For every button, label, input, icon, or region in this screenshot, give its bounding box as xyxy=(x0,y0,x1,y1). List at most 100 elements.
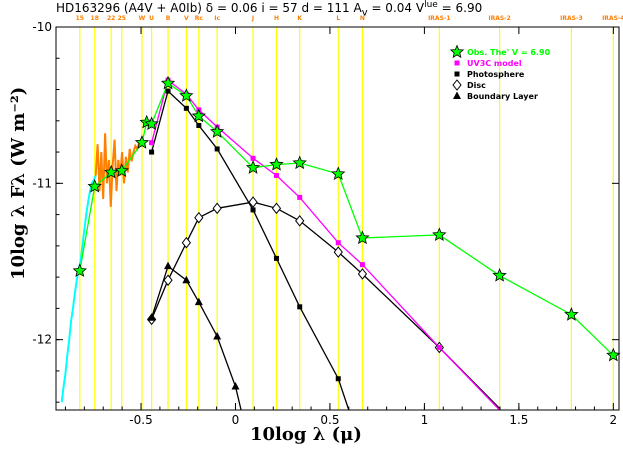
square-marker xyxy=(273,255,279,261)
chart-title: HD163296 (A4V + A0Ib) δ = 0.06 i = 57 d … xyxy=(56,0,482,18)
filter-label: IRAS-2 xyxy=(488,15,510,22)
diamond-marker xyxy=(181,236,191,249)
filter-label: N xyxy=(360,15,365,22)
square-marker xyxy=(196,122,202,128)
triangle-marker xyxy=(231,382,240,390)
x-tick-label: -0.5 xyxy=(129,413,152,427)
title-main: HD163296 (A4V + A0Ib) δ = 0.06 i = 57 d … xyxy=(56,1,362,15)
star-marker xyxy=(269,157,284,171)
diamond-marker xyxy=(333,246,343,258)
star-marker xyxy=(87,178,102,193)
legend-label: Disc xyxy=(467,81,486,90)
star-marker xyxy=(564,307,579,321)
square-marker xyxy=(250,207,256,213)
filter-label: 15 xyxy=(76,15,84,22)
filter-label: V xyxy=(184,15,189,22)
series-line xyxy=(150,79,501,411)
title-tail: = 6.90 xyxy=(437,1,483,15)
legend: Obs. The' V = 6.90 UV3C model Photosphere D… xyxy=(449,44,551,101)
triangle-marker xyxy=(147,313,156,321)
series-line xyxy=(150,89,350,411)
x-tick-label: 1.5 xyxy=(509,413,528,427)
star-marker xyxy=(209,124,225,138)
x-tick-label: 2 xyxy=(610,413,618,427)
title-av-sub: v xyxy=(361,7,368,19)
title-v-sup: lue xyxy=(424,0,438,10)
title-rest: = 0.04 V xyxy=(367,1,425,15)
square-marker xyxy=(297,304,303,310)
y-tick-label: -11 xyxy=(32,176,52,190)
legend-item: Obs. The' V = 6.90 xyxy=(449,44,551,59)
diamond-marker xyxy=(271,202,282,215)
filter-label: Rc xyxy=(195,15,204,22)
filter-label: B xyxy=(166,15,171,22)
filter-label: IRAS-3 xyxy=(560,15,582,22)
diamond-marker xyxy=(295,215,305,227)
model-marker xyxy=(273,173,279,179)
y-tick-label: -12 xyxy=(32,333,52,347)
star-marker xyxy=(292,155,307,170)
diamond-marker xyxy=(248,196,258,208)
square-marker xyxy=(183,105,189,111)
model-marker xyxy=(436,344,442,350)
star-marker xyxy=(355,230,370,245)
star-marker xyxy=(432,227,447,242)
star-marker xyxy=(104,164,119,179)
filter-labels: 15 18 22 25 W U B V Rc Ic J H K L N IRAS-1 IRAS-2 IRAS-3 I… xyxy=(76,15,623,22)
model-marker xyxy=(359,262,365,268)
filter-label: 18 xyxy=(91,15,99,22)
filter-label: H xyxy=(274,15,279,22)
square-marker xyxy=(454,71,460,77)
model-marker xyxy=(149,140,155,146)
legend-item: Photosphere xyxy=(454,70,525,79)
square-marker xyxy=(149,149,155,155)
triangle-marker xyxy=(182,275,191,284)
optical-spectrum xyxy=(94,133,142,207)
star-marker xyxy=(606,347,621,362)
y-tick-label: -10 xyxy=(32,20,52,34)
filter-label: K xyxy=(297,15,302,22)
legend-item: Disc xyxy=(452,79,486,91)
filter-label: L xyxy=(336,15,340,22)
diamond-marker xyxy=(163,274,173,287)
x-tick-label: 0.5 xyxy=(320,413,339,427)
star-marker xyxy=(179,88,194,102)
axes: -0.5 0 0.5 1 1.5 2 -12 -11 -10 xyxy=(32,20,619,427)
series-markers xyxy=(72,75,621,390)
star-marker xyxy=(160,75,176,90)
x-axis-label: 10log λ (μ) xyxy=(250,424,362,445)
model-marker xyxy=(454,60,460,66)
x-tick-label: 1 xyxy=(421,413,429,427)
model-marker xyxy=(297,194,303,200)
filter-label: IRAS-4 xyxy=(602,15,623,22)
star-marker xyxy=(134,135,150,149)
legend-label: Boundary Layer xyxy=(467,92,538,101)
star-marker xyxy=(492,268,507,282)
triangle-marker xyxy=(164,261,173,270)
model-marker xyxy=(335,240,341,246)
triangle-marker xyxy=(194,297,203,306)
series-line xyxy=(79,82,614,356)
legend-label: Obs. The' V = 6.90 xyxy=(467,48,551,57)
star-marker xyxy=(449,44,465,59)
y-axis-label: 10log λ Fλ (W m⁻²) xyxy=(8,86,29,280)
filter-label: 25 xyxy=(118,15,126,22)
legend-label: Photosphere xyxy=(467,70,525,79)
star-marker xyxy=(144,116,159,131)
series-line xyxy=(151,201,501,409)
square-marker xyxy=(165,88,171,94)
diamond-marker xyxy=(194,211,204,224)
filter-label: 22 xyxy=(107,15,115,22)
legend-item: UV3C model xyxy=(454,59,522,68)
series-lines xyxy=(79,79,614,411)
filter-label: IRAS-1 xyxy=(428,15,450,22)
spectra xyxy=(60,133,142,403)
star-marker xyxy=(245,160,261,174)
filter-label: J xyxy=(251,15,254,22)
triangle-marker xyxy=(453,91,461,99)
filter-lines xyxy=(79,27,614,410)
star-marker xyxy=(331,166,346,181)
triangle-marker xyxy=(213,332,222,340)
model-marker xyxy=(250,155,256,161)
